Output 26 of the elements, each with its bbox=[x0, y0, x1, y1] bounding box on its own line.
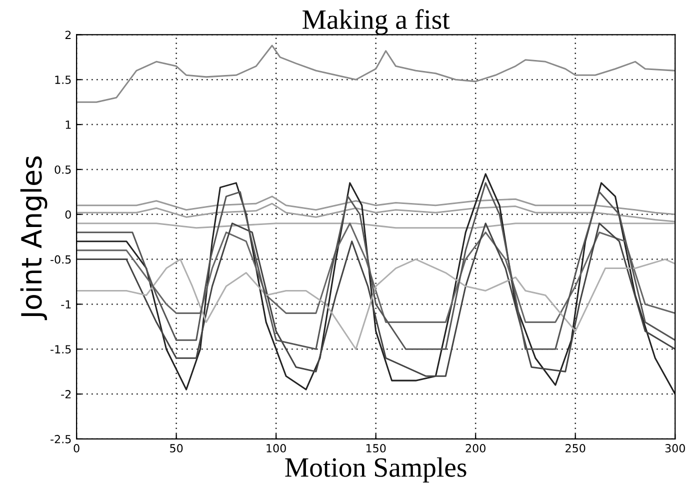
x-tick-label: 300 bbox=[665, 444, 685, 452]
y-tick-label: -1 bbox=[61, 300, 71, 308]
x-tick-label: 150 bbox=[366, 444, 386, 452]
x-tick-label: 250 bbox=[566, 444, 586, 452]
x-tick-label: 0 bbox=[74, 444, 80, 452]
y-tick-label: -0.5 bbox=[50, 255, 71, 264]
x-tick-label: 50 bbox=[170, 444, 183, 452]
y-tick-label: 2 bbox=[65, 30, 71, 39]
chart-title: Making a fist bbox=[302, 9, 450, 35]
line-series bbox=[76, 222, 676, 377]
y-tick-label: 0.5 bbox=[54, 165, 71, 174]
x-tick-label: 100 bbox=[266, 444, 286, 452]
y-tick-label: 0 bbox=[65, 210, 71, 219]
y-tick-label: -2.5 bbox=[50, 434, 71, 444]
y-axis-title: Joint Angles bbox=[20, 156, 48, 320]
line-series bbox=[76, 196, 676, 216]
y-tick-label: 1.5 bbox=[55, 76, 71, 84]
y-tick-label: 1 bbox=[66, 120, 71, 129]
line-series bbox=[76, 258, 676, 350]
y-tick-label: -1.5 bbox=[50, 345, 71, 354]
x-tick-label: 200 bbox=[466, 444, 486, 452]
line-series bbox=[76, 222, 676, 323]
y-tick-label: -2 bbox=[61, 390, 71, 398]
x-axis-title: Motion Samples bbox=[285, 457, 466, 483]
line-series bbox=[76, 182, 676, 350]
line-series bbox=[76, 44, 676, 103]
